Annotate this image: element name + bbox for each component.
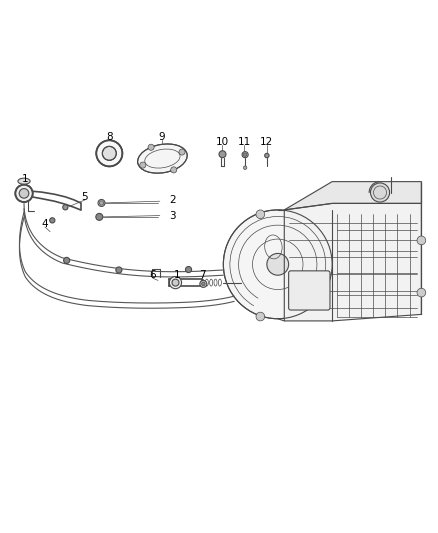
Circle shape [96, 213, 103, 220]
Circle shape [244, 153, 247, 156]
Circle shape [265, 154, 269, 158]
Circle shape [200, 280, 207, 287]
Circle shape [170, 277, 182, 289]
Text: 9: 9 [158, 132, 165, 142]
Text: 1: 1 [21, 174, 28, 184]
Text: 11: 11 [238, 136, 251, 147]
Circle shape [64, 257, 70, 263]
Circle shape [171, 167, 177, 173]
Text: 12: 12 [260, 136, 273, 147]
Text: 8: 8 [106, 132, 113, 142]
Circle shape [140, 162, 146, 168]
Circle shape [102, 147, 116, 160]
FancyBboxPatch shape [289, 271, 330, 310]
Text: 10: 10 [216, 136, 229, 147]
Circle shape [256, 312, 265, 321]
Circle shape [219, 151, 226, 158]
Ellipse shape [18, 178, 30, 184]
Ellipse shape [138, 144, 187, 173]
Text: 4: 4 [42, 219, 48, 229]
Circle shape [371, 183, 390, 202]
Circle shape [179, 149, 185, 155]
Circle shape [49, 218, 55, 223]
Circle shape [417, 236, 426, 245]
Circle shape [172, 279, 179, 286]
Circle shape [99, 201, 104, 205]
Circle shape [63, 205, 68, 210]
Circle shape [201, 282, 205, 286]
Circle shape [185, 266, 191, 272]
Text: 2: 2 [170, 196, 176, 205]
Circle shape [116, 267, 122, 273]
Circle shape [148, 144, 154, 150]
Circle shape [244, 166, 247, 169]
Circle shape [242, 151, 248, 158]
Circle shape [15, 184, 33, 202]
Circle shape [96, 140, 122, 166]
Text: 3: 3 [170, 211, 176, 221]
Text: 7: 7 [199, 270, 206, 280]
Text: 1: 1 [173, 270, 180, 280]
Polygon shape [284, 204, 421, 321]
Text: 6: 6 [149, 270, 156, 280]
Polygon shape [284, 182, 421, 210]
Circle shape [98, 199, 105, 206]
Circle shape [223, 210, 332, 319]
Text: 5: 5 [81, 192, 88, 202]
Circle shape [19, 189, 29, 198]
Circle shape [417, 288, 426, 297]
Circle shape [267, 254, 289, 275]
Circle shape [256, 210, 265, 219]
